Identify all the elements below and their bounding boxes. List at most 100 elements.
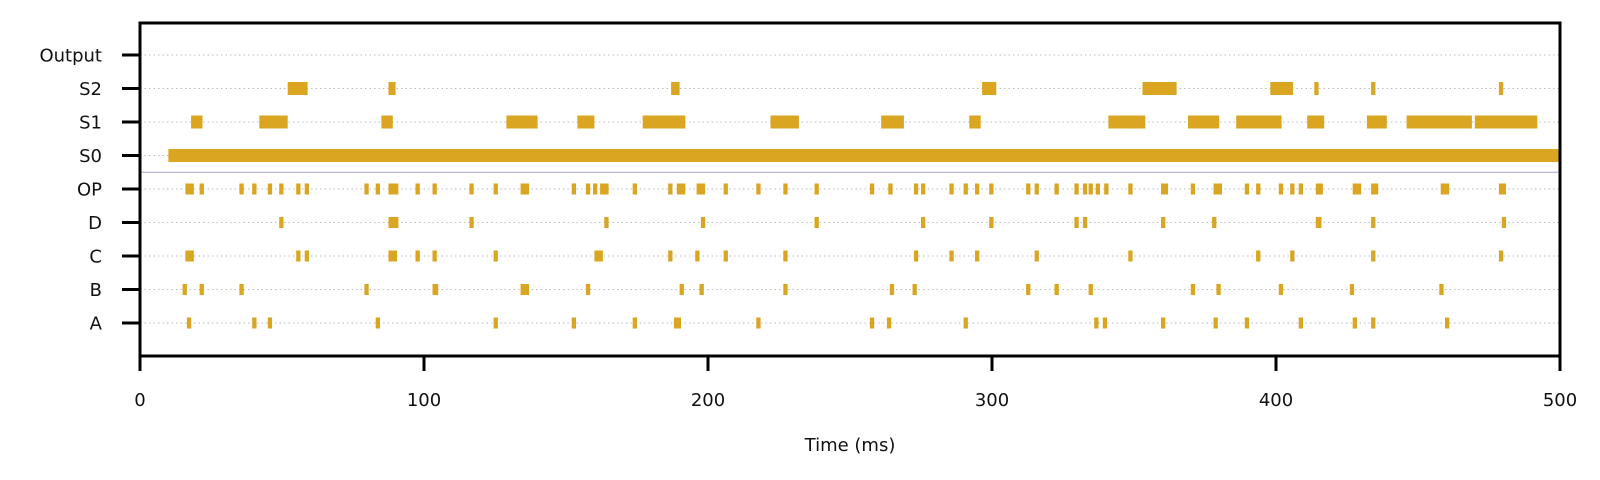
event-op-10 (388, 183, 399, 195)
event-op-43 (1104, 183, 1109, 195)
event-b-2 (239, 284, 244, 295)
event-op-27 (814, 183, 819, 195)
y-tick-label-a: A (90, 314, 103, 335)
event-op-52 (1298, 183, 1303, 195)
event-c-4 (415, 250, 420, 262)
event-s2-3 (982, 82, 997, 95)
event-d-12 (1315, 217, 1322, 228)
event-op-5 (279, 183, 284, 195)
event-op-48 (1244, 183, 1250, 195)
grid-layer (140, 54, 1560, 324)
y-tick-label-d: D (88, 213, 102, 234)
event-op-55 (1371, 183, 1379, 195)
event-d-4 (700, 217, 706, 228)
event-d-0 (279, 217, 284, 228)
event-op-11 (415, 183, 420, 195)
event-d-11 (1212, 217, 1217, 228)
event-c-19 (1371, 250, 1376, 262)
event-op-15 (520, 183, 530, 195)
event-a-1 (252, 317, 257, 329)
event-b-4 (432, 284, 439, 295)
x-tick-label-300: 300 (975, 390, 1009, 411)
event-a-20 (1445, 317, 1450, 329)
event-s1-10 (1108, 115, 1146, 129)
event-op-24 (723, 183, 728, 195)
event-op-7 (304, 183, 309, 195)
event-d-14 (1501, 217, 1507, 228)
event-c-6 (493, 250, 498, 262)
event-op-18 (593, 183, 598, 195)
event-s2-1 (388, 82, 396, 95)
event-s1-14 (1366, 115, 1387, 129)
event-c-20 (1498, 250, 1504, 262)
event-op-1 (199, 183, 204, 195)
event-b-1 (199, 284, 204, 295)
event-op-21 (668, 183, 673, 195)
event-c-0 (185, 250, 194, 262)
event-op-9 (375, 183, 380, 195)
event-op-26 (783, 183, 788, 195)
event-op-49 (1256, 183, 1261, 195)
event-s1-3 (506, 115, 538, 129)
event-s2-4 (1142, 82, 1177, 95)
event-a-2 (267, 317, 273, 329)
event-c-2 (304, 250, 309, 262)
event-s1-16 (1474, 115, 1538, 129)
event-d-1 (388, 217, 399, 228)
event-op-41 (1088, 183, 1093, 195)
event-op-14 (493, 183, 498, 195)
event-a-8 (756, 317, 761, 329)
event-op-13 (469, 183, 474, 195)
event-c-11 (783, 250, 788, 262)
event-op-3 (252, 183, 257, 195)
event-op-12 (432, 183, 437, 195)
event-op-0 (185, 183, 194, 195)
event-s1-2 (381, 115, 393, 129)
event-op-45 (1161, 183, 1169, 195)
event-op-8 (364, 183, 369, 195)
event-c-15 (1034, 250, 1039, 262)
event-op-56 (1440, 183, 1450, 195)
event-c-17 (1256, 250, 1261, 262)
event-s1-1 (259, 115, 288, 129)
event-c-3 (388, 250, 397, 262)
event-op-53 (1315, 183, 1323, 195)
event-s1-11 (1188, 115, 1220, 129)
event-c-18 (1290, 250, 1295, 262)
event-op-30 (913, 183, 919, 195)
y-tick-label-output: Output (39, 46, 102, 67)
event-b-3 (364, 284, 369, 295)
event-c-10 (723, 250, 728, 262)
event-s2-0 (287, 82, 308, 95)
event-a-11 (963, 317, 968, 329)
event-s1-4 (577, 115, 595, 129)
event-s0-0 (168, 149, 1560, 162)
event-b-16 (1216, 284, 1221, 295)
event-c-1 (296, 250, 301, 262)
event-d-5 (814, 217, 819, 228)
event-s2-5 (1270, 82, 1293, 95)
event-op-47 (1213, 183, 1222, 195)
event-op-50 (1278, 183, 1284, 195)
event-op-51 (1290, 183, 1295, 195)
event-b-6 (585, 284, 591, 295)
event-a-18 (1352, 317, 1357, 329)
event-op-28 (869, 183, 875, 195)
event-a-9 (869, 317, 875, 329)
event-a-17 (1298, 317, 1303, 329)
event-op-40 (1082, 183, 1088, 195)
event-op-17 (585, 183, 591, 195)
y-tick-label-s1: S1 (79, 113, 102, 134)
event-s1-7 (770, 115, 799, 129)
event-a-13 (1102, 317, 1108, 329)
event-c-13 (949, 250, 954, 262)
x-axis-title: Time (ms) (804, 435, 896, 456)
event-op-34 (975, 183, 980, 195)
event-s1-15 (1406, 115, 1472, 129)
event-op-33 (963, 183, 968, 195)
plot-frame (138, 21, 1562, 358)
event-b-17 (1278, 284, 1284, 295)
event-op-39 (1074, 183, 1079, 195)
event-s1-9 (969, 115, 981, 129)
